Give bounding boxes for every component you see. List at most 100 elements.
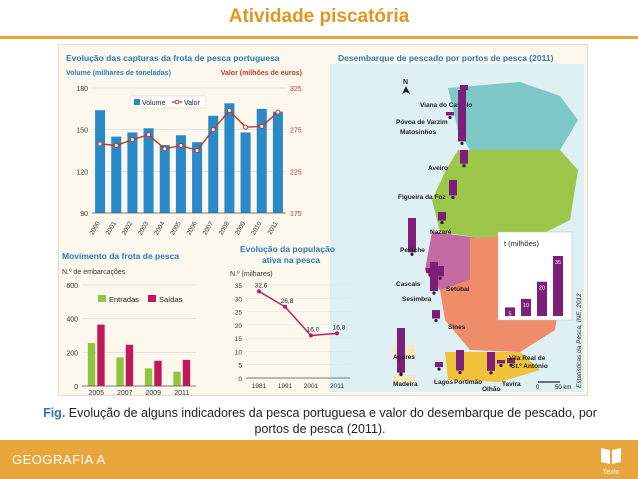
y-tick-label: 20 bbox=[235, 323, 243, 330]
port-bar bbox=[507, 358, 515, 364]
port-bar bbox=[460, 150, 468, 164]
map-legend-value: 10 bbox=[523, 303, 529, 309]
port-label: Póvoa de Varzim bbox=[396, 119, 448, 126]
port-label-line2: St.º António bbox=[511, 363, 548, 370]
port-marker bbox=[434, 318, 438, 323]
port-marker bbox=[448, 115, 452, 120]
valor-line bbox=[100, 109, 279, 152]
port-label: Sesimbra bbox=[402, 296, 432, 303]
valor-point bbox=[259, 123, 265, 129]
valor-point bbox=[97, 141, 103, 147]
map-legend-bar bbox=[505, 307, 515, 316]
x-tick-label: 2006 bbox=[186, 220, 199, 236]
y-tick-label: 5 bbox=[238, 363, 242, 370]
map-inset-madeira bbox=[393, 375, 415, 385]
x-tick-label: 2009 bbox=[234, 220, 247, 236]
port-label: Nazaré bbox=[430, 229, 452, 236]
port-bar bbox=[397, 328, 405, 371]
y2-tick-label: 275 bbox=[290, 128, 302, 135]
y-tick-label: 600 bbox=[66, 283, 78, 290]
port-marker bbox=[437, 367, 441, 371]
port-label: Figueira da Foz bbox=[398, 194, 446, 201]
port-marker bbox=[460, 141, 464, 146]
logo-text: Texto bbox=[603, 469, 620, 476]
port-bar bbox=[435, 362, 443, 368]
port-marker bbox=[440, 220, 444, 225]
slide-title: Atividade piscatória bbox=[228, 6, 410, 27]
caption-text: Evolução de alguns indicadores da pesca … bbox=[68, 406, 597, 436]
port-label: Cascais bbox=[396, 281, 421, 288]
x-tick-label: 1981 bbox=[252, 383, 267, 390]
port-label: Madeira bbox=[393, 381, 418, 388]
volume-bar bbox=[143, 128, 154, 213]
y2-tick-label: 175 bbox=[290, 211, 302, 218]
port-label: Açores bbox=[393, 354, 415, 361]
y2-axis-label: Valor (milhões de euros) bbox=[221, 70, 302, 77]
x-tick-label: 2005 bbox=[88, 390, 104, 397]
north-arrow-label: N bbox=[403, 79, 408, 86]
port-label: Aveiro bbox=[428, 165, 448, 172]
x-tick-label: 2011 bbox=[330, 383, 344, 390]
saidas-bar bbox=[182, 359, 191, 386]
map-legend-value: 20 bbox=[539, 286, 545, 292]
y-axis-label: Volume (milhares de toneladas) bbox=[66, 70, 171, 77]
publisher-logo: Texto bbox=[601, 448, 621, 476]
port-marker bbox=[410, 252, 414, 256]
x-tick-label: 2011 bbox=[174, 390, 189, 397]
valor-point bbox=[275, 109, 281, 115]
figure-caption: Fig. Evolução de alguns indicadores da p… bbox=[40, 405, 600, 437]
chart-title-line2: ativa na pesca bbox=[262, 255, 320, 265]
entradas-bar bbox=[87, 343, 96, 386]
population-point bbox=[283, 304, 287, 309]
port-bar bbox=[430, 262, 438, 292]
volume-bar bbox=[256, 108, 267, 213]
port-marker bbox=[462, 164, 466, 168]
entradas-bar bbox=[173, 371, 181, 386]
chart-title: Desembarque de pescado por portos de pes… bbox=[338, 53, 554, 63]
y-tick-label: 10 bbox=[235, 349, 243, 356]
x-tick-label: 2010 bbox=[250, 220, 263, 236]
x-tick-label: 2009 bbox=[145, 390, 161, 397]
y-tick-label: 15 bbox=[235, 336, 243, 343]
chart-title: Movimento da frota de pesca bbox=[62, 251, 179, 261]
y-tick-label: 0 bbox=[74, 384, 78, 391]
saidas-bar bbox=[97, 324, 105, 386]
map-legend-value: 5 bbox=[508, 311, 511, 317]
map-legend-bar bbox=[537, 281, 547, 316]
y2-tick-label: 325 bbox=[290, 86, 302, 93]
x-tick-label: 1991 bbox=[278, 383, 293, 390]
port-label: Lagos bbox=[434, 379, 454, 386]
population-point bbox=[335, 331, 339, 336]
valor-point bbox=[226, 108, 232, 113]
valor-point bbox=[162, 146, 168, 152]
x-tick-label: 2002 bbox=[121, 220, 134, 236]
valor-point bbox=[194, 148, 200, 153]
port-marker bbox=[438, 276, 442, 280]
y-axis-label: N.º (milhares) bbox=[230, 271, 273, 278]
port-bar bbox=[458, 90, 466, 142]
port-label: Olhão bbox=[482, 386, 500, 393]
map-region-centro bbox=[432, 150, 578, 238]
y-tick-label: 90 bbox=[80, 211, 88, 218]
north-arrow-icon bbox=[402, 86, 410, 94]
legend-swatch-saidas bbox=[148, 295, 156, 302]
volume-bar bbox=[272, 111, 283, 213]
port-bar bbox=[460, 85, 468, 91]
y-tick-label: 25 bbox=[235, 310, 243, 317]
footer-subject: GEOGRAFIA A bbox=[12, 452, 106, 467]
map-region-norte bbox=[448, 82, 578, 150]
data-label: 26,8 bbox=[281, 298, 294, 305]
valor-point bbox=[210, 127, 216, 133]
portugal-map bbox=[330, 64, 584, 392]
port-bar bbox=[432, 310, 440, 319]
volume-bar bbox=[159, 144, 170, 213]
data-label: 32,6 bbox=[255, 282, 268, 289]
legend-label-entradas: Entradas bbox=[109, 295, 139, 304]
port-bar bbox=[438, 212, 446, 221]
legend-marker-valor bbox=[174, 99, 180, 105]
legend-label-valor: Valor bbox=[184, 100, 200, 107]
volume-bar bbox=[127, 132, 138, 213]
port-marker bbox=[399, 372, 403, 377]
port-bar bbox=[487, 352, 495, 371]
valor-point bbox=[243, 124, 249, 130]
